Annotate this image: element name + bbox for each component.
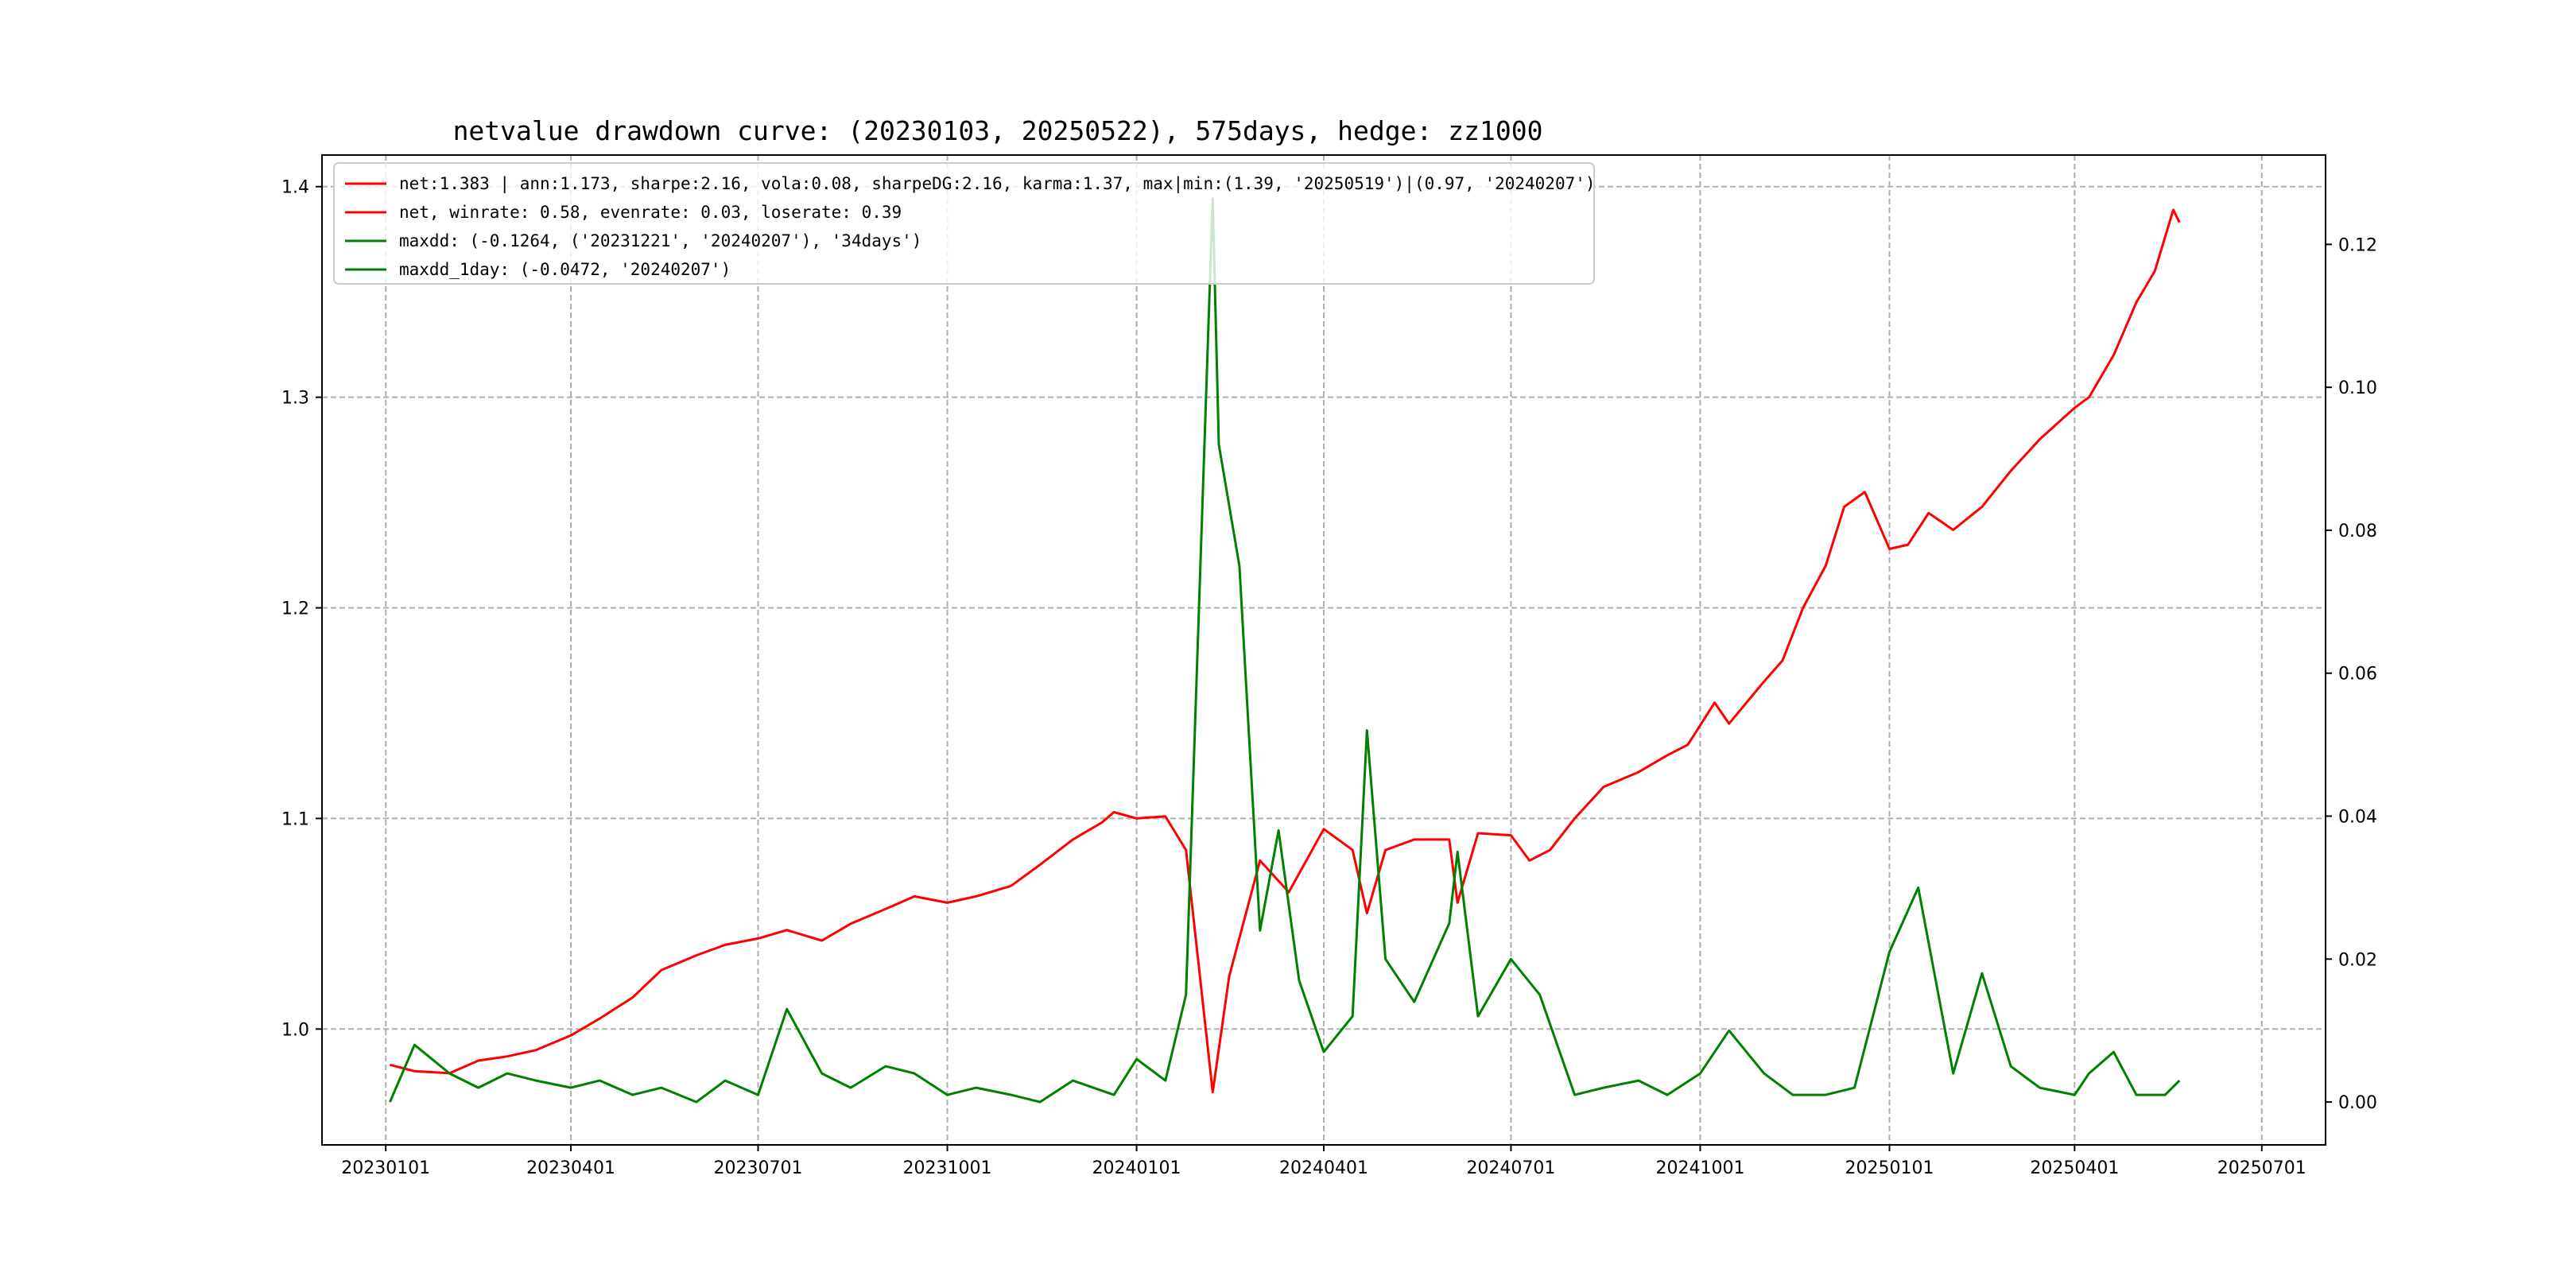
y2-tick-label: 0.00 xyxy=(2338,1093,2377,1113)
series-line-2 xyxy=(389,197,2181,1104)
x-tick-label: 20230401 xyxy=(526,1158,615,1178)
legend-entry: net, winrate: 0.58, evenrate: 0.03, lose… xyxy=(399,203,902,222)
y2-tick-label: 0.12 xyxy=(2338,235,2377,255)
x-tick-label: 20250401 xyxy=(2030,1158,2119,1178)
legend-entry: net:1.383 | ann:1.173, sharpe:2.16, vola… xyxy=(399,174,1596,194)
y2-tick-label: 0.06 xyxy=(2338,665,2377,685)
x-tick-label: 20240401 xyxy=(1279,1158,1368,1178)
series-layer xyxy=(389,197,2181,1104)
x-tick-label: 20250701 xyxy=(2217,1158,2306,1178)
x-tick-label: 20250101 xyxy=(1845,1158,1934,1178)
legend: net:1.383 | ann:1.173, sharpe:2.16, vola… xyxy=(333,162,1596,285)
y-tick-label: 1.1 xyxy=(281,809,309,829)
y2-tick-label: 0.08 xyxy=(2338,522,2377,541)
y-tick-label: 1.3 xyxy=(281,389,309,409)
x-tick-label: 20240701 xyxy=(1466,1158,1555,1178)
axes: 20230101 20230401 20230701 20231001 20240101… xyxy=(281,178,2377,1178)
y-tick-label: 1.0 xyxy=(281,1020,309,1040)
y-tick-label: 1.4 xyxy=(281,178,309,198)
legend-box xyxy=(333,162,1595,285)
series-line-0 xyxy=(390,208,2181,1094)
x-tick-label: 20230701 xyxy=(714,1158,803,1178)
x-tick-label: 20240101 xyxy=(1092,1158,1181,1178)
y2-tick-label: 0.04 xyxy=(2338,807,2377,827)
x-tick-label: 20241001 xyxy=(1655,1158,1744,1178)
x-tick-label: 20231001 xyxy=(903,1158,992,1178)
y-tick-label: 1.2 xyxy=(281,599,309,619)
x-tick-label: 20230101 xyxy=(341,1158,430,1178)
legend-entry: maxdd: (-0.1264, ('20231221', '20240207'… xyxy=(399,231,921,250)
chart-title: netvalue drawdown curve: (20230103, 2025… xyxy=(453,115,1543,146)
legend-entry: maxdd_1day: (-0.0472, '20240207') xyxy=(399,260,731,279)
y2-tick-label: 0.10 xyxy=(2338,378,2377,398)
y2-tick-label: 0.02 xyxy=(2338,950,2377,970)
